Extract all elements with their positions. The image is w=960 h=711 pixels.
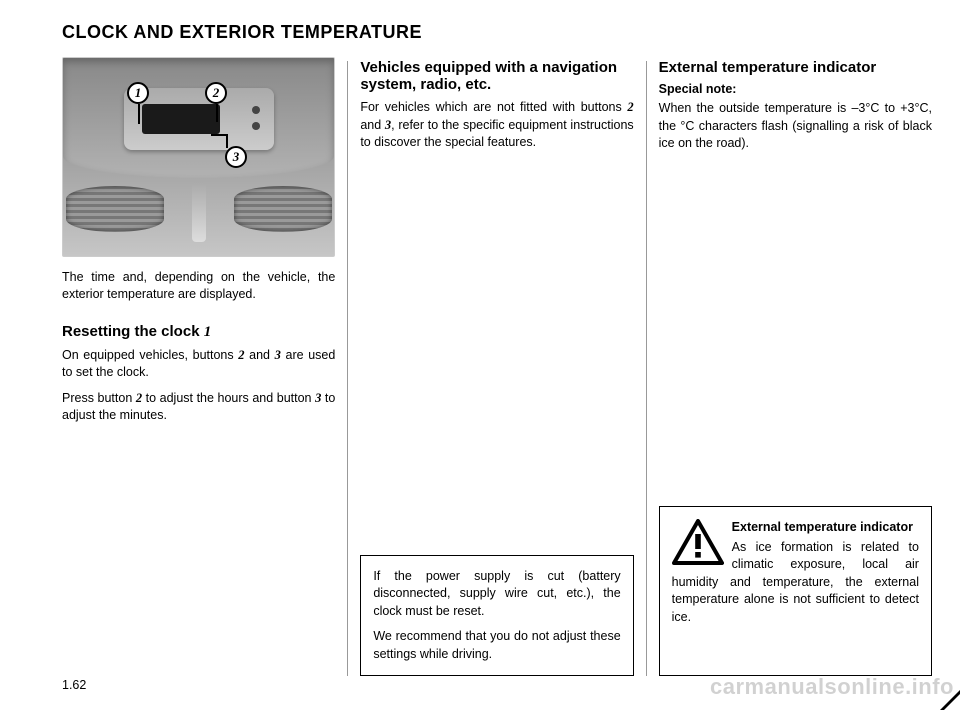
reset-clock-heading: Resetting the clock 1 — [62, 323, 335, 341]
power-supply-note: If the power supply is cut (battery disc… — [360, 555, 633, 677]
ext-temp-text: When the outside temperature is –3°C to … — [659, 100, 932, 153]
special-note-label: Special note: — [659, 82, 932, 96]
subhead-callout-number: 1 — [204, 324, 212, 340]
clock-display-shape — [142, 104, 220, 134]
note-text-1: If the power supply is cut (battery disc… — [373, 568, 620, 621]
nav-system-heading: Vehicles equipped with a navigation syst… — [360, 59, 633, 93]
watermark-text: carmanualsonline.info — [710, 674, 954, 700]
warning-triangle-icon — [672, 519, 724, 565]
subhead-text: Resetting the clock — [62, 323, 200, 340]
page-title: CLOCK AND EXTERIOR TEMPERATURE — [62, 22, 932, 43]
button-dot — [252, 122, 260, 130]
leader-line — [211, 134, 227, 136]
callout-3: 3 — [225, 146, 247, 168]
reset-clock-text-1: On equipped vehicles, buttons 2 and 3 ar… — [62, 347, 335, 382]
column-1: 32694 1 2 3 The — [62, 57, 347, 692]
figure-caption: The time and, depending on the vehicle, … — [62, 269, 335, 303]
leader-line — [226, 134, 228, 148]
column-3: External temperature indicator Special n… — [647, 57, 932, 692]
vent-right — [234, 186, 332, 232]
column-2: Vehicles equipped with a navigation syst… — [348, 57, 645, 692]
nav-system-text: For vehicles which are not fitted with b… — [360, 99, 633, 152]
leader-line — [138, 104, 140, 124]
page-number: 1.62 — [62, 674, 335, 692]
dashboard-photo: 32694 1 2 3 — [62, 57, 335, 257]
ice-warning-box: External temperature indicator As ice fo… — [659, 506, 932, 676]
callout-2: 2 — [205, 82, 227, 104]
note-text-2: We recommend that you do not adjust thes… — [373, 628, 620, 663]
ext-temp-heading: External temperature indicator — [659, 59, 932, 76]
content-columns: 32694 1 2 3 The — [62, 57, 932, 692]
reset-clock-text-2: Press button 2 to adjust the hours and b… — [62, 390, 335, 425]
vent-center — [192, 182, 206, 242]
callout-1: 1 — [127, 82, 149, 104]
manual-page: CLOCK AND EXTERIOR TEMPERATURE 32694 1 2… — [0, 0, 960, 710]
button-dot — [252, 106, 260, 114]
page-corner-fold-icon — [940, 690, 960, 710]
vent-left — [66, 186, 164, 232]
air-vents-shape — [63, 178, 334, 256]
leader-line — [216, 104, 218, 122]
